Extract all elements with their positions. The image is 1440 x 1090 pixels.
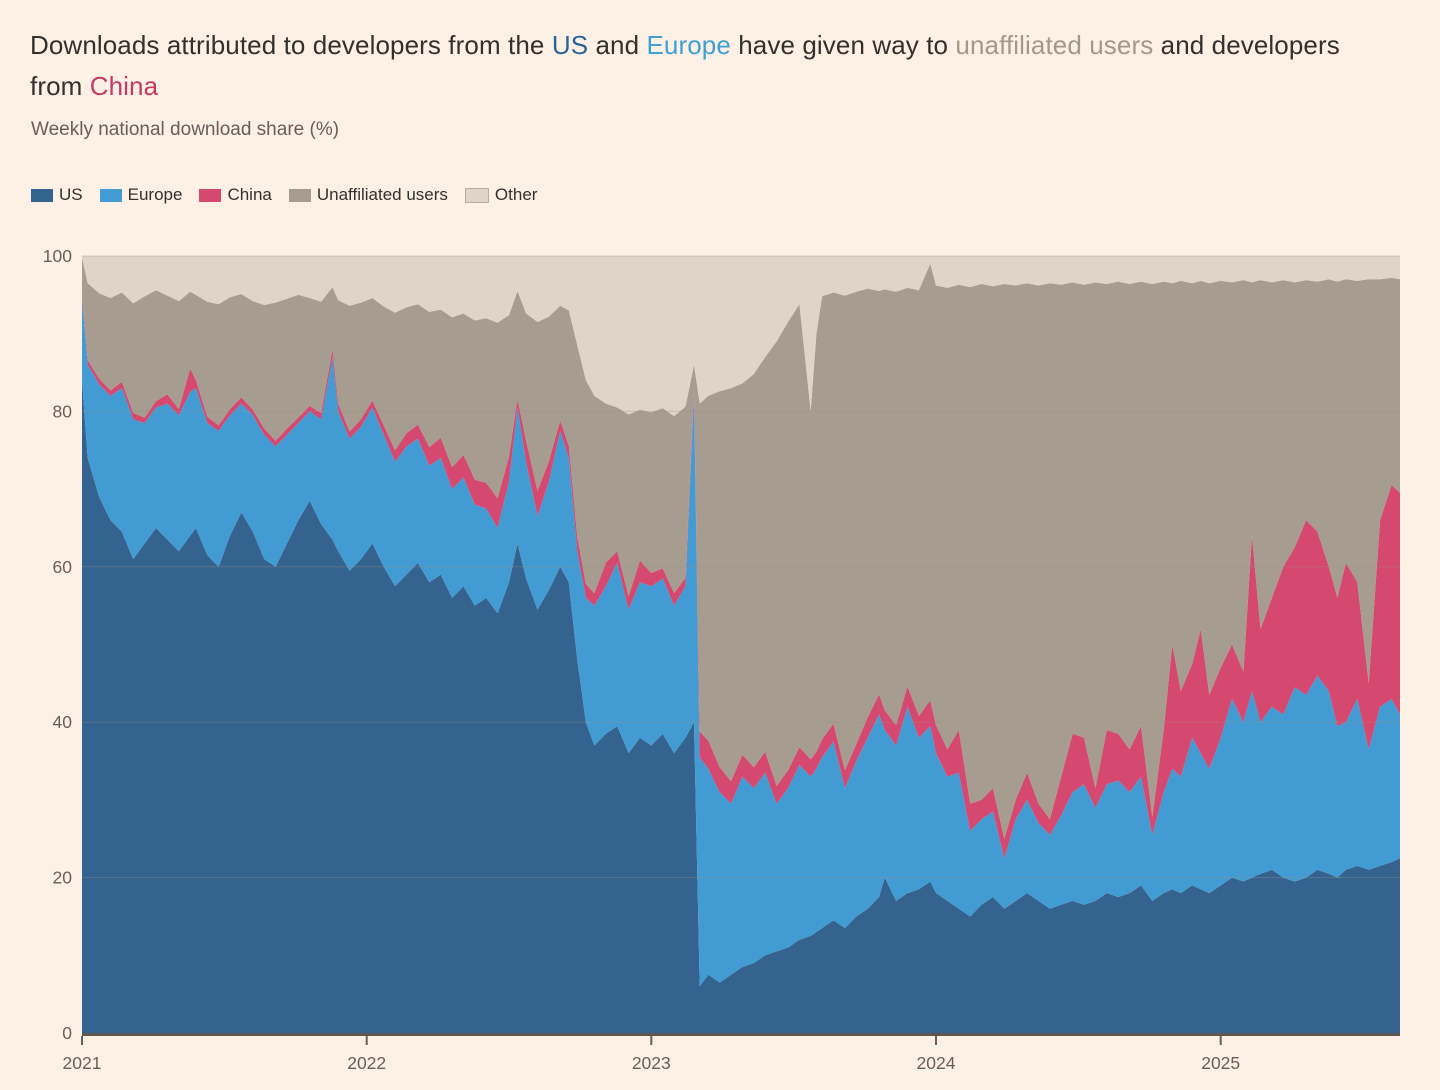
title-segment-us: US — [551, 30, 589, 61]
legend-item-us: US — [31, 185, 83, 205]
y-axis-label-100: 100 — [43, 246, 72, 266]
legend-swatch-other — [464, 187, 489, 203]
title-segment-and: and — [588, 30, 647, 61]
title-segment-downloads-attributed-to-developers-from-the: Downloads attributed to developers from … — [30, 30, 552, 61]
legend-swatch-unaffiliated-users — [288, 188, 311, 202]
area-europe — [82, 298, 1400, 987]
legend: US Europe China Unaffiliated users Other — [31, 185, 537, 205]
legend-label-other: Other — [494, 185, 538, 204]
y-axis-label-80: 80 — [53, 401, 73, 421]
title-segment-unaffiliated-users: unaffiliated users — [955, 30, 1154, 61]
chart-title: Downloads attributed to developers from … — [30, 25, 1360, 107]
area-other — [82, 256, 1400, 417]
chart-subtitle: Weekly national download share (%) — [31, 119, 340, 140]
legend-item-other: Other — [464, 185, 538, 205]
legend-swatch-us — [31, 188, 53, 202]
title-segment-europe: Europe — [646, 30, 731, 61]
area-unaffiliated-users — [82, 257, 1400, 839]
legend-swatch-china — [199, 188, 222, 202]
legend-label-china: China — [227, 185, 272, 204]
y-axis-label-20: 20 — [53, 868, 73, 888]
area-us — [82, 380, 1400, 1033]
legend-label-us: US — [59, 185, 83, 204]
y-axis-label-60: 60 — [53, 557, 73, 577]
area-china — [82, 294, 1400, 859]
y-axis-label-40: 40 — [53, 712, 73, 732]
legend-item-china: China — [199, 185, 272, 205]
x-axis-label-2021: 2021 — [63, 1053, 102, 1073]
title-segment-and-developers-from: and developers from — [30, 30, 1348, 102]
title-segment-china: China — [89, 71, 159, 102]
legend-label-unaffiliated-users: Unaffiliated users — [316, 185, 448, 204]
x-axis-label-2025: 2025 — [1201, 1053, 1240, 1073]
title-segment-have-given-way-to: have given way to — [730, 30, 956, 61]
x-axis-label-2022: 2022 — [347, 1053, 386, 1073]
x-axis-label-2024: 2024 — [917, 1053, 956, 1073]
legend-item-europe: Europe — [99, 185, 183, 205]
legend-label-europe: Europe — [127, 185, 183, 204]
legend-item-unaffiliated-users: Unaffiliated users — [288, 185, 448, 205]
x-axis-label-2023: 2023 — [632, 1053, 671, 1073]
y-axis-label-0: 0 — [62, 1023, 72, 1043]
legend-swatch-europe — [99, 188, 122, 202]
